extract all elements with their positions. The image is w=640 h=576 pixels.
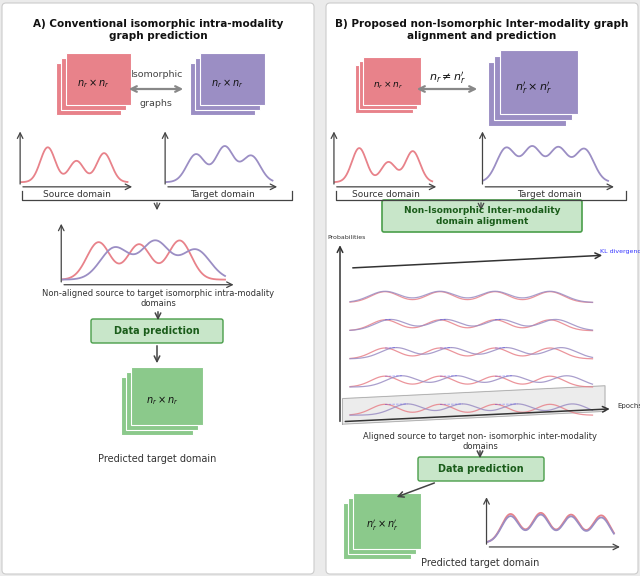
Text: Predicted target domain: Predicted target domain (98, 454, 216, 464)
FancyBboxPatch shape (355, 65, 413, 113)
Text: $n_r \times n_r$: $n_r \times n_r$ (211, 78, 243, 90)
FancyBboxPatch shape (418, 457, 544, 481)
Text: Probabilities: Probabilities (328, 234, 366, 240)
FancyBboxPatch shape (56, 63, 120, 115)
Text: $n_r \neq n_r^{\prime}$: $n_r \neq n_r^{\prime}$ (429, 70, 465, 86)
FancyBboxPatch shape (65, 53, 131, 105)
Text: Non-Isomorphic Inter-modality
domain alignment: Non-Isomorphic Inter-modality domain ali… (404, 206, 560, 226)
Text: $n_r \times n_r$: $n_r \times n_r$ (373, 79, 403, 91)
FancyBboxPatch shape (2, 3, 314, 574)
Text: Source domain: Source domain (43, 190, 111, 199)
FancyBboxPatch shape (353, 493, 421, 549)
FancyBboxPatch shape (359, 61, 417, 109)
FancyBboxPatch shape (500, 50, 578, 114)
FancyBboxPatch shape (61, 58, 125, 110)
Text: $n_r \times n_r$: $n_r \times n_r$ (146, 395, 179, 407)
Text: $n_r' \times n_r'$: $n_r' \times n_r'$ (365, 518, 398, 533)
FancyBboxPatch shape (126, 372, 198, 430)
FancyBboxPatch shape (343, 503, 411, 559)
Text: Epochs: Epochs (618, 403, 640, 408)
Text: B) Proposed non-Isomorphic Inter-modality graph
alignment and prediction: B) Proposed non-Isomorphic Inter-modalit… (335, 19, 628, 40)
Text: $n_r \times n_r$: $n_r \times n_r$ (77, 78, 109, 90)
FancyBboxPatch shape (363, 57, 421, 105)
FancyBboxPatch shape (189, 63, 255, 115)
FancyBboxPatch shape (200, 53, 264, 105)
FancyBboxPatch shape (326, 3, 638, 574)
Text: Target domain: Target domain (189, 190, 254, 199)
FancyBboxPatch shape (91, 319, 223, 343)
Text: graphs: graphs (140, 99, 172, 108)
Text: Source domain: Source domain (352, 190, 420, 199)
Text: A) Conventional isomorphic intra-modality
graph prediction: A) Conventional isomorphic intra-modalit… (33, 19, 283, 40)
Text: Data prediction: Data prediction (438, 464, 524, 474)
Text: Non-aligned source to target isomorphic intra-modality
domains: Non-aligned source to target isomorphic … (42, 289, 274, 308)
Text: Predicted target domain: Predicted target domain (421, 558, 539, 568)
Text: $n_r' \times n_r'$: $n_r' \times n_r'$ (515, 80, 552, 96)
FancyBboxPatch shape (131, 367, 203, 425)
FancyBboxPatch shape (121, 377, 193, 435)
FancyBboxPatch shape (488, 62, 566, 126)
Text: Aligned source to target non- isomorphic inter-modality
domains: Aligned source to target non- isomorphic… (363, 432, 597, 452)
Text: Isomorphic: Isomorphic (130, 70, 182, 79)
Text: Target domain: Target domain (516, 190, 581, 199)
Polygon shape (342, 386, 605, 424)
FancyBboxPatch shape (494, 56, 572, 120)
Text: Data prediction: Data prediction (114, 326, 200, 336)
FancyBboxPatch shape (348, 498, 416, 554)
FancyBboxPatch shape (195, 58, 259, 110)
FancyBboxPatch shape (382, 200, 582, 232)
Text: KL divergence: KL divergence (600, 249, 640, 253)
